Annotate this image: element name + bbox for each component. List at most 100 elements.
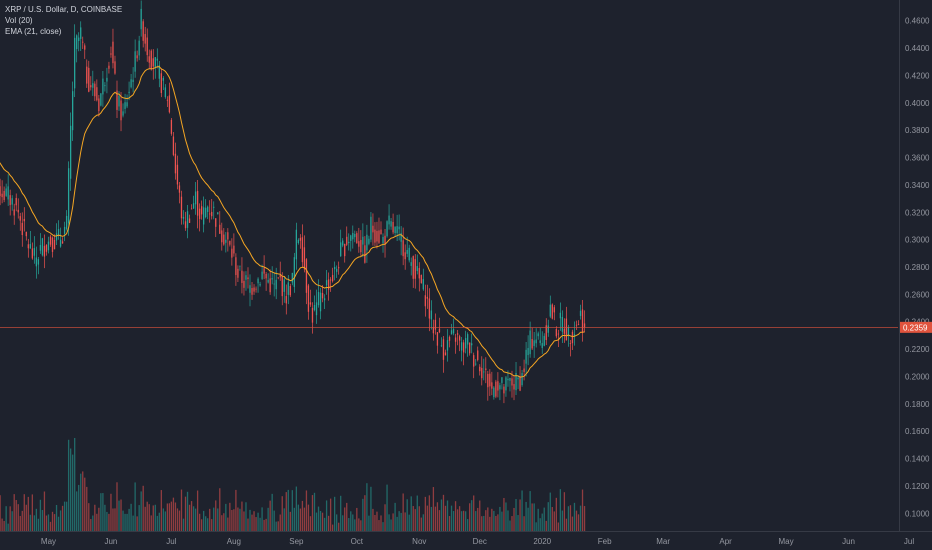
volume-bar: [287, 489, 289, 531]
volume-bar: [527, 507, 529, 531]
candle-body: [184, 221, 187, 229]
candle-body: [541, 343, 543, 348]
volume-bar: [112, 508, 114, 531]
candle-body: [434, 319, 437, 330]
candle-body: [186, 211, 189, 228]
candle-body: [78, 37, 80, 41]
candle-body: [41, 238, 44, 256]
volume-bar: [21, 510, 23, 531]
volume-bar: [235, 489, 237, 531]
volume-bar: [485, 510, 487, 531]
candle-body: [362, 236, 364, 245]
price-tick-label: 0.4000: [905, 99, 930, 108]
candle-body: [273, 283, 275, 285]
volume-bar: [221, 515, 223, 531]
candle-body: [217, 212, 219, 215]
candle-body: [442, 339, 445, 360]
volume-bar: [340, 495, 342, 531]
candle-body: [215, 218, 217, 227]
volume-bar: [390, 519, 392, 531]
volume-bar: [144, 506, 146, 531]
volume-bar: [398, 511, 400, 531]
candle-body: [76, 35, 78, 50]
candle-body: [489, 373, 491, 387]
candle-body: [192, 203, 195, 209]
volume-bar: [382, 522, 384, 531]
time-axis[interactable]: May Jun Jul Aug Sep Oct Nov Dec 2020 Feb Mar Apr May…: [41, 537, 914, 546]
time-tick-label: 2020: [533, 537, 551, 546]
volume-bar: [261, 507, 263, 531]
price-tick-label: 0.1600: [905, 427, 930, 436]
volume-bar: [86, 486, 88, 531]
volume-bar: [98, 507, 100, 531]
candle-body: [88, 67, 90, 92]
volume-bar: [59, 510, 62, 531]
candle-body: [65, 215, 68, 229]
volume-bar: [509, 520, 511, 531]
volume-bar: [170, 501, 173, 531]
volume-bar: [521, 490, 523, 531]
volume-bar: [69, 448, 72, 531]
volume-bar: [305, 490, 308, 531]
candle-body: [57, 229, 60, 237]
volume-bar: [49, 521, 52, 531]
volume-bar: [182, 518, 185, 531]
volume-bar: [126, 513, 128, 531]
candle-body: [364, 245, 366, 263]
candle-body: [563, 328, 566, 334]
candle-body: [368, 238, 370, 244]
candle-body: [160, 73, 162, 94]
last-price-tag-bg: [900, 321, 932, 333]
candle-body: [128, 91, 130, 93]
volume-bar: [462, 510, 465, 531]
candle-body: [1, 193, 3, 198]
volume-bar: [511, 516, 513, 531]
candle-body: [307, 285, 310, 312]
candle-body: [243, 280, 245, 288]
candle-body: [430, 310, 433, 320]
candle-body: [231, 248, 233, 258]
candle-body: [366, 234, 368, 251]
price-tick-label: 0.3400: [905, 181, 930, 190]
volume-bar: [255, 517, 257, 531]
candle-body: [211, 211, 213, 217]
candle-body: [53, 239, 56, 250]
volume-bar: [227, 517, 229, 531]
volume-bar: [414, 509, 416, 531]
volume-bar: [313, 492, 316, 531]
volume-bar: [418, 506, 420, 531]
candle-body: [519, 376, 521, 391]
volume-bar: [108, 513, 110, 531]
volume-bar: [559, 489, 562, 531]
volume-bar: [440, 499, 443, 531]
volume-bar: [132, 515, 134, 531]
volume-bar: [168, 503, 171, 531]
candle-body: [329, 279, 332, 281]
candle-body: [67, 168, 70, 224]
candle-body: [43, 245, 46, 257]
candle-body: [440, 345, 443, 347]
volume-bar: [350, 511, 352, 531]
candle-body: [575, 324, 578, 326]
time-tick-label: Jul: [904, 537, 914, 546]
candle-body: [398, 226, 400, 230]
price-tick-label: 0.2200: [905, 345, 930, 354]
volume-bar: [102, 493, 104, 531]
candle-body: [72, 91, 74, 131]
ema-line: [0, 66, 585, 378]
volume-bar: [273, 510, 275, 531]
volume-bar: [106, 511, 108, 531]
candle-body: [162, 78, 164, 81]
volume-bar: [25, 504, 27, 531]
volume-bar: [549, 492, 551, 531]
candle-body: [571, 331, 574, 344]
volume-bar: [3, 520, 5, 531]
candle-body: [33, 248, 36, 256]
candle-body: [247, 277, 249, 280]
volume-bar: [229, 502, 231, 531]
candle-body: [317, 291, 320, 306]
candle-body: [259, 284, 261, 286]
candle-body: [69, 125, 72, 179]
volume-bar: [76, 491, 78, 531]
